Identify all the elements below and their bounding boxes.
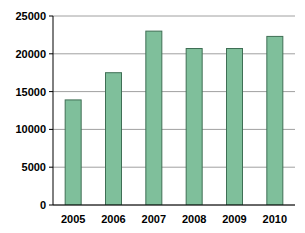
grid-line [53,129,295,130]
bar [65,100,81,205]
chart: 0 5000 10000 15000 20000 25000 2005 2006 2007 200… [0,0,305,233]
bar [106,73,122,205]
grid-line [53,205,295,206]
tick-mark [49,205,53,206]
tick-label: 0 [40,199,46,211]
tick-label: 25000 [15,10,46,22]
tick-mark [49,129,53,130]
x-axis [53,205,295,206]
bar [227,49,243,205]
category-label: 2007 [142,213,166,225]
tick-mark [49,91,53,92]
category-label: 2006 [101,213,125,225]
grid-line [53,16,295,17]
category-label: 2008 [182,213,206,225]
bar [146,31,162,205]
grid-line [53,91,295,92]
grid-line [53,53,295,54]
bar [186,49,202,205]
grid-line [53,167,295,168]
bars [65,31,283,205]
tick-mark [49,53,53,54]
category-label: 2009 [222,213,246,225]
bar [267,36,283,205]
tick-label: 10000 [15,123,46,135]
tick-mark [49,16,53,17]
y-axis [53,16,54,205]
tick-label: 5000 [22,161,46,173]
category-label: 2005 [61,213,85,225]
category-label: 2010 [263,213,287,225]
tick-mark [49,167,53,168]
tick-label: 15000 [15,86,46,98]
tick-label: 20000 [15,48,46,60]
